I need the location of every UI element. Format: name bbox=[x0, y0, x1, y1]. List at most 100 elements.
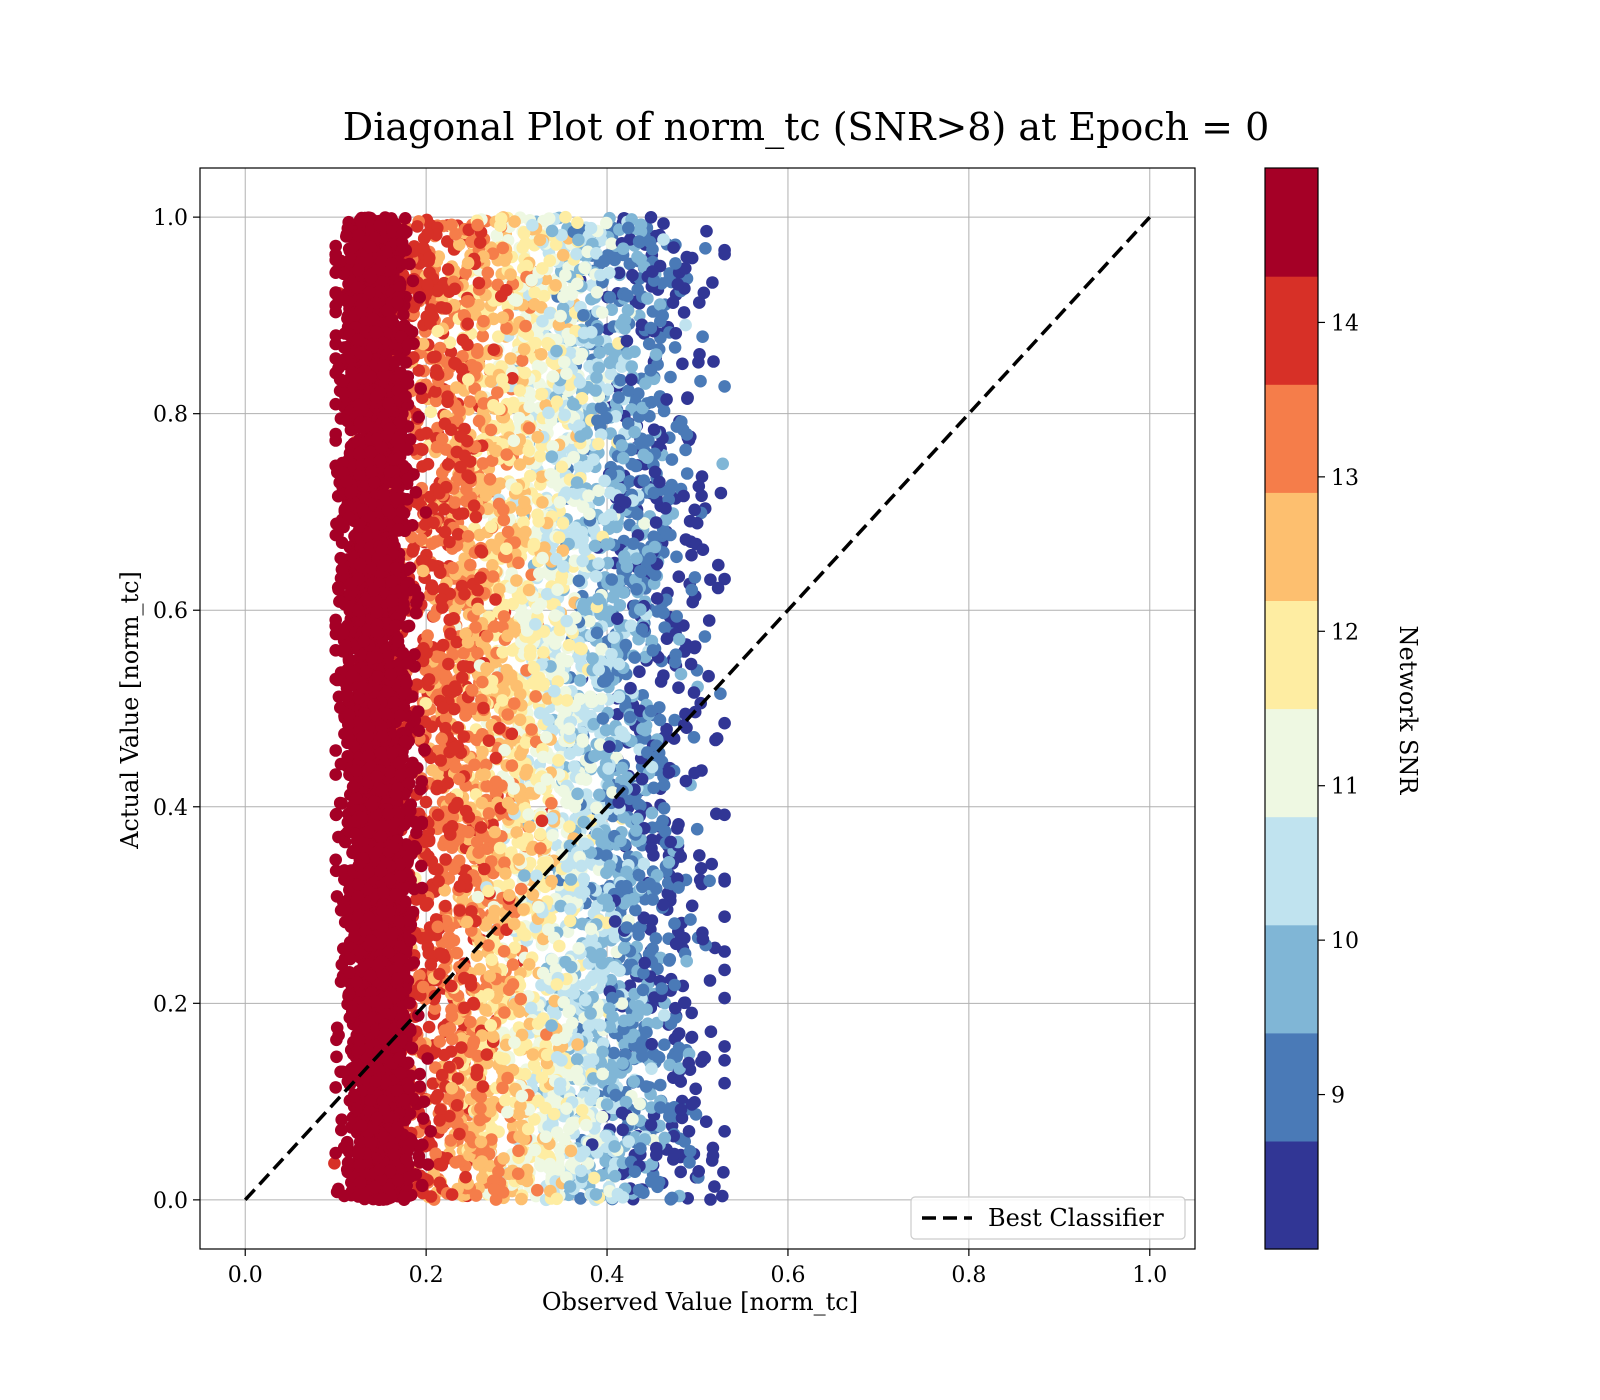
scatter-point bbox=[612, 391, 625, 404]
scatter-point bbox=[575, 1104, 589, 1117]
scatter-point bbox=[431, 808, 445, 822]
scatter-point bbox=[480, 779, 494, 793]
scatter-point bbox=[424, 405, 438, 419]
scatter-point bbox=[608, 1140, 621, 1153]
scatter-point bbox=[644, 321, 658, 335]
scatter-point bbox=[615, 997, 629, 1010]
scatter-point bbox=[518, 1067, 532, 1081]
scatter-point bbox=[616, 1057, 629, 1070]
scatter-point bbox=[456, 507, 470, 520]
scatter-point bbox=[550, 978, 564, 991]
scatter-point bbox=[526, 1048, 540, 1061]
scatter-point bbox=[699, 242, 712, 255]
scatter-point bbox=[664, 528, 677, 542]
scatter-point bbox=[625, 360, 638, 373]
scatter-point bbox=[507, 782, 520, 795]
scatter-point bbox=[474, 1135, 488, 1149]
scatter-point bbox=[512, 853, 525, 866]
scatter-point bbox=[585, 325, 598, 339]
scatter-point bbox=[644, 704, 658, 718]
scatter-point bbox=[658, 1038, 671, 1051]
scatter-point bbox=[555, 652, 568, 665]
scatter-point bbox=[671, 278, 685, 291]
scatter-point bbox=[659, 502, 672, 515]
scatter-point bbox=[531, 1017, 545, 1030]
scatter-point bbox=[677, 489, 690, 503]
scatter-point bbox=[616, 1123, 629, 1137]
scatter-point bbox=[665, 453, 679, 466]
scatter-point bbox=[598, 474, 611, 488]
scatter-point bbox=[456, 660, 470, 673]
scatter-point bbox=[460, 434, 474, 448]
scatter-point bbox=[604, 427, 617, 440]
scatter-point bbox=[500, 448, 513, 461]
scatter-point bbox=[504, 352, 517, 365]
scatter-point bbox=[591, 827, 605, 841]
scatter-point bbox=[443, 613, 457, 627]
scatter-point bbox=[616, 451, 630, 465]
scatter-point bbox=[603, 740, 616, 753]
scatter-point bbox=[704, 1193, 717, 1206]
scatter-point bbox=[508, 293, 521, 306]
scatter-point bbox=[513, 713, 527, 727]
scatter-point bbox=[493, 841, 507, 855]
scatter-point bbox=[654, 1078, 667, 1092]
scatter-point bbox=[416, 443, 429, 457]
scatter-point bbox=[668, 917, 681, 930]
scatter-point bbox=[667, 241, 680, 254]
scatter-point bbox=[558, 355, 571, 369]
scatter-point bbox=[552, 531, 566, 544]
scatter-point bbox=[603, 486, 617, 500]
scatter-point bbox=[534, 842, 547, 855]
scatter-point bbox=[633, 235, 647, 249]
scatter-point bbox=[521, 1122, 535, 1136]
scatter-point bbox=[421, 897, 435, 910]
scatter-point bbox=[524, 469, 537, 483]
scatter-point bbox=[716, 457, 729, 471]
scatter-point bbox=[620, 334, 634, 348]
scatter-point bbox=[450, 1099, 464, 1112]
scatter-point bbox=[644, 1118, 658, 1132]
scatter-point bbox=[618, 550, 631, 563]
scatter-point bbox=[515, 836, 528, 850]
scatter-point bbox=[688, 640, 702, 653]
scatter-point bbox=[482, 939, 495, 952]
scatter-point bbox=[411, 220, 424, 233]
scatter-point bbox=[632, 798, 645, 811]
scatter-point bbox=[575, 347, 589, 361]
scatter-point bbox=[496, 1081, 509, 1095]
scatter-point bbox=[662, 856, 676, 869]
scatter-point bbox=[432, 874, 445, 888]
scatter-point bbox=[434, 1103, 447, 1116]
scatter-point bbox=[515, 354, 529, 367]
scatter-point bbox=[649, 516, 663, 529]
scatter-point bbox=[415, 533, 428, 546]
scatter-point bbox=[704, 573, 717, 586]
scatter-point bbox=[429, 385, 442, 398]
scatter-point bbox=[500, 542, 513, 555]
scatter-point bbox=[674, 850, 687, 863]
scatter-point bbox=[558, 408, 571, 422]
scatter-point bbox=[657, 217, 670, 230]
scatter-point bbox=[533, 567, 546, 580]
scatter-point bbox=[698, 630, 712, 643]
scatter-point bbox=[474, 821, 488, 834]
scatter-point bbox=[615, 726, 629, 739]
scatter-point bbox=[489, 751, 503, 765]
scatter-point bbox=[718, 1054, 731, 1067]
scatter-point bbox=[706, 276, 719, 289]
scatter-point bbox=[574, 430, 587, 443]
scatter-point bbox=[630, 583, 643, 596]
scatter-point bbox=[498, 856, 511, 869]
scatter-point bbox=[674, 1075, 687, 1088]
scatter-point bbox=[650, 592, 664, 605]
scatter-point bbox=[498, 1052, 511, 1066]
scatter-point bbox=[584, 221, 598, 235]
scatter-point bbox=[633, 1097, 646, 1111]
scatter-point bbox=[712, 558, 725, 572]
scatter-point bbox=[607, 1046, 621, 1060]
scatter-point bbox=[653, 713, 667, 727]
scatter-point bbox=[477, 314, 490, 328]
scatter-point bbox=[562, 722, 576, 736]
scatter-point bbox=[497, 513, 511, 527]
